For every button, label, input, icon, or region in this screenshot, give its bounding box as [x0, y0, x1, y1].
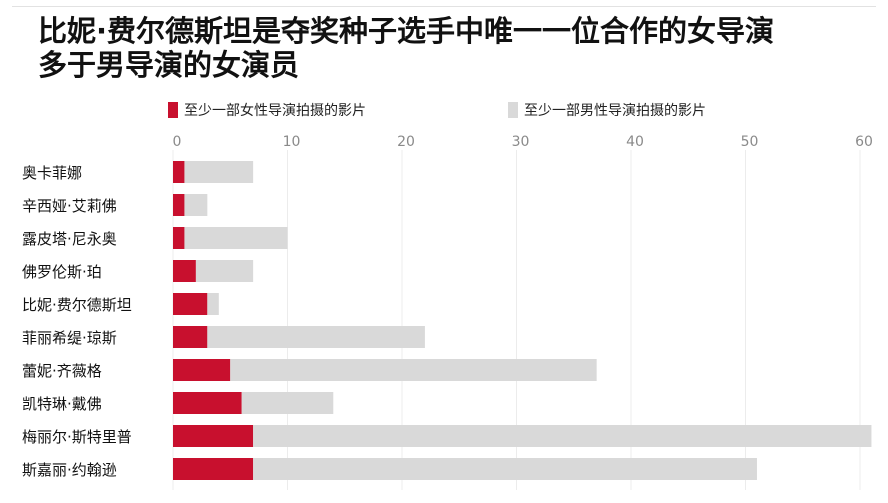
- bar-female-directed: [173, 293, 208, 315]
- x-tick-label: 50: [741, 134, 759, 150]
- bar-male-directed: [207, 293, 219, 315]
- category-label: 比妮·费尔德斯坦: [22, 296, 132, 314]
- legend-label-male: 至少一部男性导演拍摄的影片: [524, 103, 706, 119]
- bar-female-directed: [173, 260, 196, 282]
- bar-male-directed: [195, 260, 254, 282]
- chart-title: 比妮·费尔德斯坦是夺奖种子选手中唯一一位合作的女导演 多于男导演的女演员: [38, 14, 868, 82]
- category-label: 斯嘉丽·约翰逊: [22, 461, 117, 479]
- chart-legend: 至少一部女性导演拍摄的影片 至少一部男性导演拍摄的影片: [168, 100, 868, 124]
- bar-male-directed: [253, 425, 872, 447]
- x-tick-label: 30: [512, 134, 530, 150]
- bar-female-directed: [173, 359, 231, 381]
- bar-male-directed: [230, 359, 597, 381]
- legend-label-female: 至少一部女性导演拍摄的影片: [184, 103, 366, 119]
- top-divider: [12, 6, 876, 7]
- bar-male-directed: [207, 326, 425, 348]
- bar-male-directed: [253, 458, 757, 480]
- bar-female-directed: [173, 161, 185, 183]
- legend-item-male-directed: 至少一部男性导演拍摄的影片: [508, 100, 706, 120]
- category-label: 佛罗伦斯·珀: [22, 263, 102, 281]
- category-label: 蕾妮·齐薇格: [22, 362, 102, 380]
- bar-female-directed: [173, 392, 242, 414]
- bar-female-directed: [173, 326, 208, 348]
- x-tick-label: 40: [626, 134, 644, 150]
- category-label: 辛西娅·艾莉佛: [22, 197, 117, 215]
- legend-swatch-female: [168, 102, 178, 118]
- legend-item-female-directed: 至少一部女性导演拍摄的影片: [168, 100, 366, 120]
- category-label: 露皮塔·尼永奥: [22, 230, 117, 248]
- x-tick-label: 60: [855, 134, 873, 150]
- chart-title-line-2: 多于男导演的女演员: [38, 48, 300, 82]
- x-tick-label: 10: [283, 134, 301, 150]
- bar-female-directed: [173, 425, 254, 447]
- category-label: 梅丽尔·斯特里普: [22, 428, 132, 446]
- x-tick-label: 20: [397, 134, 415, 150]
- chart-title-line-1: 比妮·费尔德斯坦是夺奖种子选手中唯一一位合作的女导演: [38, 14, 775, 48]
- category-label: 凯特琳·戴佛: [22, 395, 102, 413]
- x-tick-label: 0: [173, 134, 182, 150]
- bar-male-directed: [184, 194, 208, 216]
- category-label: 奥卡菲娜: [22, 164, 82, 182]
- legend-swatch-male: [508, 102, 518, 118]
- bar-male-directed: [184, 161, 254, 183]
- bar-female-directed: [173, 227, 185, 249]
- bar-male-directed: [241, 392, 334, 414]
- bar-male-directed: [184, 227, 288, 249]
- bar-female-directed: [173, 458, 254, 480]
- bar-female-directed: [173, 194, 185, 216]
- category-label: 菲丽希缇·琼斯: [22, 329, 117, 347]
